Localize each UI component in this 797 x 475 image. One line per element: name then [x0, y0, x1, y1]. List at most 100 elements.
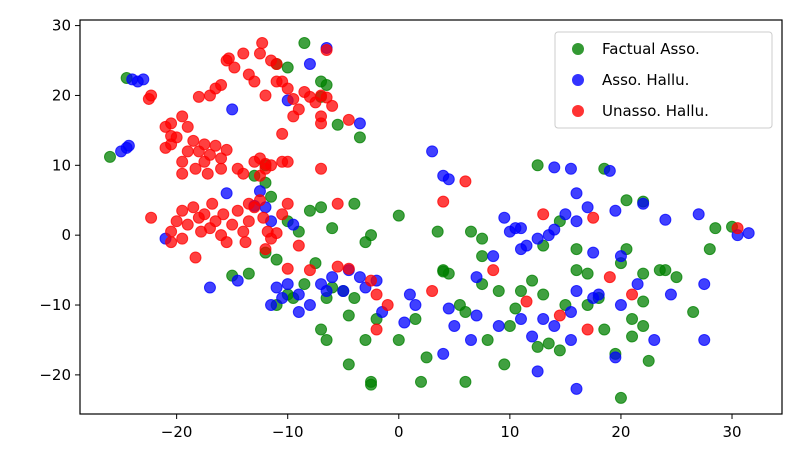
- data-point-asso-hallu: [609, 351, 622, 364]
- x-tick-label: −10: [272, 423, 304, 441]
- data-point-factual-asso: [320, 78, 333, 91]
- y-tick-label: 30: [52, 17, 71, 35]
- legend-box: [554, 31, 773, 129]
- data-point-factual-asso: [303, 204, 316, 217]
- legend-marker-asso-hallu: [572, 74, 584, 86]
- data-point-unasso-hallu: [426, 285, 439, 298]
- legend-label-unasso-hallu: Unasso. Hallu.: [602, 102, 709, 120]
- legend-marker-unasso-hallu: [572, 105, 584, 117]
- points-layer: [103, 37, 755, 404]
- data-point-unasso-hallu: [189, 251, 202, 264]
- data-point-asso-hallu: [637, 197, 650, 210]
- data-point-asso-hallu: [270, 281, 283, 294]
- data-point-asso-hallu: [698, 333, 711, 346]
- data-point-asso-hallu: [122, 139, 135, 152]
- data-point-factual-asso: [453, 299, 466, 312]
- data-point-asso-hallu: [442, 173, 455, 186]
- data-point-factual-asso: [315, 323, 328, 336]
- data-point-asso-hallu: [464, 333, 477, 346]
- data-point-asso-hallu: [276, 292, 289, 305]
- data-point-unasso-hallu: [248, 75, 261, 88]
- x-tick-label: −20: [161, 423, 193, 441]
- data-point-factual-asso: [359, 236, 372, 249]
- data-point-unasso-hallu: [303, 264, 316, 277]
- data-point-factual-asso: [537, 288, 550, 301]
- data-point-unasso-hallu: [320, 91, 333, 104]
- data-point-asso-hallu: [226, 103, 239, 116]
- data-point-unasso-hallu: [315, 162, 328, 175]
- data-point-factual-asso: [365, 378, 378, 391]
- data-point-unasso-hallu: [381, 299, 394, 312]
- data-point-factual-asso: [359, 333, 372, 346]
- data-point-unasso-hallu: [209, 215, 222, 228]
- data-point-asso-hallu: [564, 333, 577, 346]
- data-point-unasso-hallu: [292, 239, 305, 252]
- data-point-unasso-hallu: [287, 110, 300, 123]
- data-point-factual-asso: [503, 319, 516, 332]
- data-point-unasso-hallu: [176, 167, 189, 180]
- data-point-unasso-hallu: [237, 225, 250, 238]
- data-point-factual-asso: [265, 190, 278, 203]
- data-point-factual-asso: [614, 391, 627, 404]
- data-point-factual-asso: [298, 37, 311, 50]
- data-point-unasso-hallu: [189, 162, 202, 175]
- data-point-unasso-hallu: [287, 92, 300, 105]
- data-point-factual-asso: [481, 333, 494, 346]
- data-point-unasso-hallu: [242, 215, 255, 228]
- data-point-unasso-hallu: [187, 201, 200, 214]
- data-point-asso-hallu: [398, 316, 411, 329]
- data-point-unasso-hallu: [487, 264, 500, 277]
- data-point-factual-asso: [642, 354, 655, 367]
- data-point-asso-hallu: [509, 222, 522, 235]
- data-point-unasso-hallu: [242, 197, 255, 210]
- data-point-factual-asso: [459, 375, 472, 388]
- data-point-asso-hallu: [403, 288, 416, 301]
- data-point-factual-asso: [431, 225, 444, 238]
- data-point-asso-hallu: [564, 162, 577, 175]
- y-tick-label: 0: [61, 226, 71, 244]
- data-point-unasso-hallu: [176, 155, 189, 168]
- data-point-factual-asso: [498, 358, 511, 371]
- data-point-factual-asso: [409, 312, 422, 325]
- data-point-unasso-hallu: [259, 243, 272, 256]
- data-point-unasso-hallu: [331, 260, 344, 273]
- data-point-asso-hallu: [664, 288, 677, 301]
- data-point-asso-hallu: [409, 299, 422, 312]
- data-point-factual-asso: [626, 312, 639, 325]
- data-point-factual-asso: [315, 201, 328, 214]
- data-point-factual-asso: [281, 61, 294, 74]
- data-point-unasso-hallu: [165, 225, 178, 238]
- data-point-unasso-hallu: [198, 208, 211, 221]
- data-point-unasso-hallu: [198, 155, 211, 168]
- x-tick-label: 20: [611, 423, 630, 441]
- data-point-factual-asso: [526, 274, 539, 287]
- data-point-asso-hallu: [526, 330, 539, 343]
- data-point-unasso-hallu: [217, 208, 230, 221]
- data-point-unasso-hallu: [222, 52, 235, 65]
- data-point-factual-asso: [626, 330, 639, 343]
- data-point-factual-asso: [420, 351, 433, 364]
- data-point-factual-asso: [637, 267, 650, 280]
- data-point-unasso-hallu: [192, 90, 205, 103]
- data-point-unasso-hallu: [170, 215, 183, 228]
- data-point-factual-asso: [570, 243, 583, 256]
- data-point-asso-hallu: [353, 117, 366, 130]
- legend-marker-factual: [572, 43, 584, 55]
- y-tick-label: −20: [39, 366, 71, 384]
- data-point-unasso-hallu: [342, 113, 355, 126]
- data-point-asso-hallu: [742, 227, 755, 240]
- data-point-unasso-hallu: [231, 204, 244, 217]
- data-point-unasso-hallu: [259, 89, 272, 102]
- data-point-unasso-hallu: [553, 309, 566, 322]
- data-point-asso-hallu: [337, 285, 350, 298]
- data-point-asso-hallu: [498, 211, 511, 224]
- data-point-asso-hallu: [470, 309, 483, 322]
- data-point-asso-hallu: [137, 73, 150, 86]
- data-point-factual-asso: [270, 253, 283, 266]
- data-point-unasso-hallu: [145, 89, 158, 102]
- data-point-unasso-hallu: [220, 236, 233, 249]
- data-point-unasso-hallu: [326, 99, 339, 112]
- data-point-asso-hallu: [537, 312, 550, 325]
- data-point-unasso-hallu: [459, 175, 472, 188]
